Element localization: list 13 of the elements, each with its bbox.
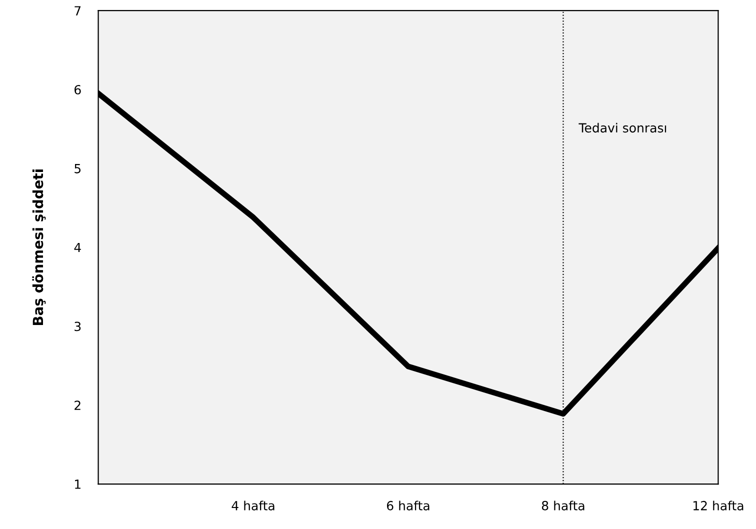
y-tick-label: 2 xyxy=(74,400,80,410)
y-tick-label: 3 xyxy=(74,322,81,332)
y-axis-title: Baş dönmesi şiddeti xyxy=(32,170,46,325)
x-tick-label: 8 hafta xyxy=(542,500,584,510)
y-tick-label: 6 xyxy=(74,84,81,94)
x-tick-label: 12 hafta xyxy=(693,500,744,510)
y-tick-label: 7 xyxy=(74,6,81,16)
x-tick-label: 4 hafta xyxy=(232,500,274,510)
y-tick-label: 4 xyxy=(74,242,81,252)
x-tick-label: 6 hafta xyxy=(386,500,430,510)
y-tick-label: 5 xyxy=(74,164,81,174)
ref-line-label: Tedavi sonrası xyxy=(578,122,666,133)
y-tick-label: 1 xyxy=(75,480,80,489)
